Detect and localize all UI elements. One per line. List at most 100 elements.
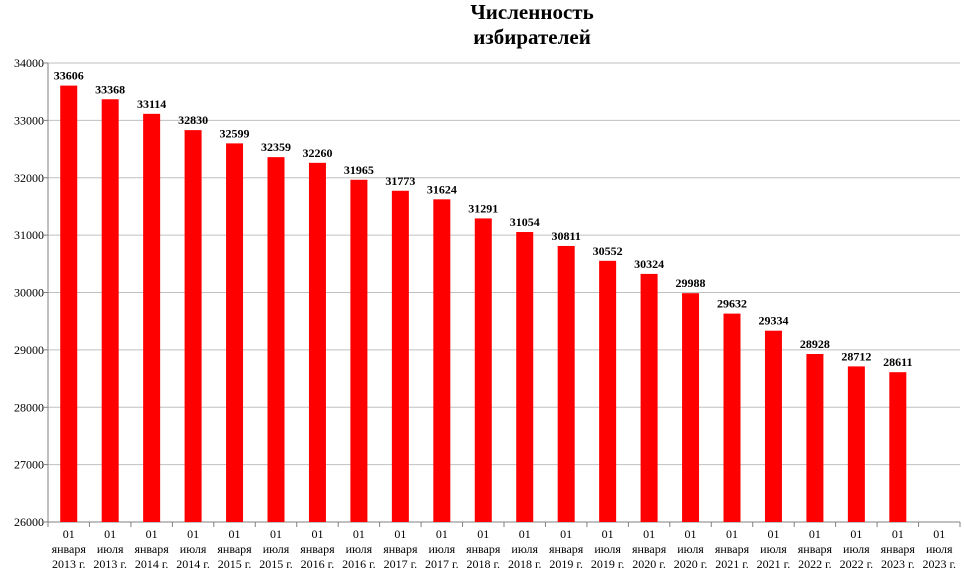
bar: [806, 354, 824, 522]
data-label: 32359: [261, 140, 291, 154]
x-tick-label: 01: [602, 527, 614, 541]
data-label: 31965: [344, 163, 374, 177]
x-tick-label: 2013 г.: [52, 557, 86, 571]
x-tick-label: июля: [843, 542, 870, 556]
data-label: 30324: [634, 257, 664, 271]
x-tick-label: 2013 г.: [93, 557, 127, 571]
x-tick-label: 01: [767, 527, 779, 541]
x-tick-label: 2023 г.: [922, 557, 956, 571]
x-tick-label: января: [134, 542, 169, 556]
bar: [143, 113, 161, 522]
bar: [474, 218, 492, 522]
bar: [101, 99, 119, 523]
x-tick-label: июля: [180, 542, 207, 556]
data-label: 33606: [54, 69, 84, 83]
x-tick-label: 2018 г.: [508, 557, 542, 571]
data-label: 31054: [510, 215, 540, 229]
y-tick-label: 29000: [14, 343, 44, 357]
chart-title-line-1: Численность: [470, 0, 594, 24]
bar: [723, 313, 741, 522]
x-tick-label: 01: [353, 527, 365, 541]
chart-title: Численность избирателей: [382, 0, 682, 50]
bar: [267, 157, 285, 522]
x-tick-label: 01: [229, 527, 241, 541]
x-tick-label: 01: [892, 527, 904, 541]
bar: [764, 330, 782, 522]
x-tick-label: июля: [263, 542, 290, 556]
x-tick-label: 01: [311, 527, 323, 541]
data-label: 30552: [593, 244, 623, 258]
y-tick-label: 32000: [14, 171, 44, 185]
x-tick-label: 01: [933, 527, 945, 541]
x-tick-label: 2016 г.: [342, 557, 376, 571]
x-tick-label: 2014 г.: [176, 557, 210, 571]
bar: [350, 179, 368, 522]
x-tick-label: июля: [97, 542, 124, 556]
x-tick-label: 01: [685, 527, 697, 541]
x-tick-label: 2020 г.: [632, 557, 666, 571]
x-tick-label: июля: [760, 542, 787, 556]
x-tick-label: 01: [643, 527, 655, 541]
x-tick-label: 2020 г.: [674, 557, 708, 571]
x-tick-label: января: [881, 542, 916, 556]
y-tick-label: 28000: [14, 400, 44, 414]
y-tick-label: 31000: [14, 228, 44, 242]
chart-title-line-2: избирателей: [473, 25, 591, 49]
data-label: 28611: [883, 355, 912, 369]
x-tick-label: июля: [346, 542, 373, 556]
x-tick-label: января: [52, 542, 87, 556]
x-tick-label: января: [632, 542, 667, 556]
data-label: 28712: [841, 349, 871, 363]
y-tick-label: 33000: [14, 113, 44, 127]
data-label: 33114: [137, 97, 166, 111]
data-label: 32260: [302, 146, 332, 160]
x-tick-label: 2019 г.: [549, 557, 583, 571]
bar: [847, 366, 865, 522]
data-label: 30811: [552, 229, 581, 243]
x-tick-label: 2015 г.: [218, 557, 252, 571]
data-label: 31291: [468, 201, 498, 215]
x-tick-label: 2022 г.: [840, 557, 874, 571]
x-tick-label: июля: [926, 542, 953, 556]
bar: [308, 162, 326, 522]
bar: [599, 260, 617, 522]
x-tick-label: 2022 г.: [798, 557, 832, 571]
x-tick-label: 2016 г.: [301, 557, 335, 571]
x-tick-label: 2021 г.: [715, 557, 749, 571]
x-tick-label: 01: [63, 527, 75, 541]
x-tick-label: июля: [429, 542, 456, 556]
x-tick-label: 01: [560, 527, 572, 541]
data-label: 28928: [800, 337, 830, 351]
x-tick-label: января: [466, 542, 501, 556]
data-label: 33368: [95, 82, 125, 96]
x-tick-label: января: [798, 542, 833, 556]
bar: [184, 130, 202, 522]
bar: [391, 190, 409, 523]
x-tick-label: 01: [809, 527, 821, 541]
x-tick-label: 2015 г.: [259, 557, 293, 571]
x-tick-label: 01: [270, 527, 282, 541]
bar: [60, 85, 78, 523]
x-tick-label: 2014 г.: [135, 557, 169, 571]
x-tick-label: июля: [594, 542, 621, 556]
bar: [516, 232, 534, 523]
x-tick-label: 2021 г.: [757, 557, 791, 571]
x-tick-label: 01: [104, 527, 116, 541]
x-tick-label: 01: [187, 527, 199, 541]
x-tick-label: 2018 г.: [466, 557, 500, 571]
x-tick-label: июля: [511, 542, 538, 556]
x-tick-label: января: [300, 542, 335, 556]
x-tick-label: января: [549, 542, 584, 556]
x-tick-label: 2017 г.: [425, 557, 459, 571]
data-label: 29632: [717, 297, 747, 311]
x-tick-label: 01: [519, 527, 531, 541]
x-tick-label: января: [383, 542, 418, 556]
data-label: 32599: [220, 126, 250, 140]
x-tick-label: 2023 г.: [881, 557, 915, 571]
bar: [640, 273, 658, 522]
x-tick-label: 2019 г.: [591, 557, 625, 571]
x-tick-label: 01: [850, 527, 862, 541]
x-tick-label: января: [715, 542, 750, 556]
x-tick-label: 2017 г.: [384, 557, 418, 571]
